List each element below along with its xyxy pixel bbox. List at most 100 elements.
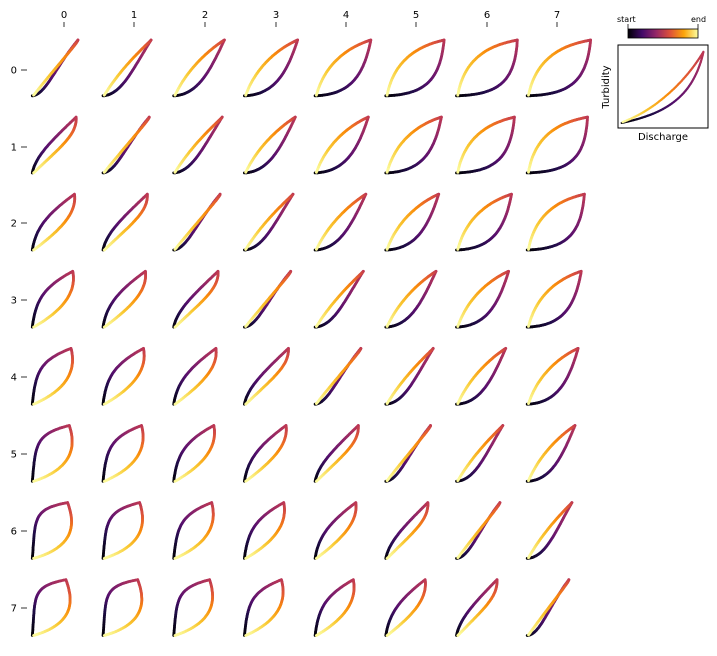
hysteresis-loop-segment	[314, 90, 319, 97]
hysteresis-loop-segment	[244, 632, 250, 637]
hysteresis-loop-segment	[32, 169, 37, 175]
hysteresis-loop-segment	[314, 245, 320, 251]
hysteresis-loop-segment	[456, 399, 461, 406]
loop-panel-r6-c7	[525, 501, 574, 560]
loop-panel-r2-c2	[172, 192, 222, 252]
loop-panel-r5-c5	[384, 424, 432, 483]
hysteresis-loop-segment	[385, 555, 391, 560]
loop-panel-r1-c1	[101, 115, 151, 175]
loop-panel-r7-c4	[313, 578, 356, 637]
loop-panel-r4-c5	[384, 346, 435, 406]
loop-panel-r6-c4	[313, 501, 358, 560]
loop-panel-r7-c2	[172, 578, 215, 637]
hysteresis-loop-segment	[456, 244, 461, 251]
loop-panel-r0-c6	[455, 38, 519, 98]
hysteresis-loop-segment	[244, 91, 249, 97]
loop-panel-r0-c2	[172, 38, 226, 98]
column-tick-label: 2	[202, 10, 208, 21]
hysteresis-loop-segment	[173, 401, 179, 406]
hysteresis-loop-segment	[244, 245, 249, 251]
loop-panel-r6-c0	[30, 501, 73, 560]
hysteresis-loop-segment	[102, 401, 109, 406]
column-tick-axis: 0 1 2 3 4 5 6 7	[61, 10, 560, 27]
loop-panel-r3-c6	[455, 269, 511, 329]
hysteresis-loop-segment	[244, 400, 250, 406]
hysteresis-loop-segment	[173, 91, 178, 97]
hysteresis-loop-segment	[527, 322, 531, 328]
hysteresis-loop-segment	[385, 477, 391, 483]
hysteresis-loop-segment	[314, 632, 321, 637]
loop-panel-r5-c3	[242, 424, 288, 483]
loop-panel-r3-c5	[384, 269, 438, 329]
loop-panel-r7-c5	[384, 578, 427, 637]
column-tick-label: 5	[413, 10, 419, 21]
row-tick-label: 7	[11, 604, 17, 615]
loop-panel-r5-c1	[101, 424, 145, 483]
hysteresis-loop-segment	[314, 400, 320, 406]
loop-panel-r0-c7	[525, 38, 592, 98]
hysteresis-loop-segment	[385, 167, 390, 174]
hysteresis-loop-segment	[385, 245, 390, 251]
hysteresis-loop-segment	[527, 244, 531, 251]
hysteresis-loop-segment	[102, 478, 109, 483]
hysteresis-loop-segment	[456, 476, 461, 483]
hysteresis-loop-segment	[244, 555, 250, 560]
row-tick-label: 3	[11, 296, 17, 307]
column-tick-label: 6	[484, 10, 490, 21]
loop-panel-r4-c7	[525, 346, 580, 406]
loop-panel-r3-c2	[172, 269, 220, 329]
hysteresis-loop-segment	[385, 322, 390, 328]
hysteresis-loop-segment	[32, 324, 38, 329]
hysteresis-loop-segment	[385, 90, 390, 97]
loop-panel-r2-c5	[384, 192, 441, 252]
hysteresis-loop-segment	[173, 633, 180, 637]
hysteresis-loop-segment	[314, 555, 321, 560]
column-tick-label: 0	[61, 10, 67, 21]
hysteresis-loop-segment	[173, 555, 180, 560]
loop-panel-r1-c3	[242, 115, 297, 175]
loop-panel-r3-c4	[313, 269, 365, 329]
hysteresis-loop-segment	[314, 322, 320, 328]
column-tick-label: 4	[343, 10, 349, 21]
loop-panel-r5-c4	[313, 424, 360, 483]
hysteresis-loop-segment	[527, 90, 531, 97]
loop-panel-r2-c4	[313, 192, 368, 252]
loop-panel-r6-c5	[384, 501, 430, 560]
hysteresis-loop-segment	[244, 478, 250, 483]
loop-panel-r6-c6	[455, 501, 502, 560]
column-tick-label: 1	[131, 10, 137, 21]
hysteresis-loop-segment	[527, 167, 531, 174]
loop-panel-r0-c5	[384, 38, 446, 98]
hysteresis-loop-segment	[32, 91, 37, 97]
hysteresis-loop-segment	[314, 478, 320, 483]
loop-panel-r1-c2	[172, 115, 224, 175]
loop-panel-r3-c3	[242, 269, 293, 329]
hysteresis-loop-segment	[456, 322, 461, 328]
loop-panel-r5-c6	[455, 424, 505, 483]
hysteresis-loop-segment	[173, 478, 179, 483]
loop-panel-r7-c3	[242, 578, 285, 637]
loop-panel-r4-c4	[313, 346, 363, 406]
loop-panel-r2-c1	[101, 192, 149, 252]
hysteresis-loop-segment	[102, 633, 109, 637]
loop-panel-r6-c3	[242, 501, 286, 560]
hysteresis-loop-segment	[173, 245, 179, 251]
loop-panel-r0-c3	[242, 38, 300, 98]
hysteresis-loop-segment	[244, 323, 249, 328]
loop-panel-r4-c0	[30, 346, 74, 406]
hysteresis-loop-segment	[102, 91, 108, 97]
loop-panel-r4-c1	[101, 346, 146, 406]
loop-panel-r0-c1	[101, 38, 153, 98]
row-tick-label: 1	[11, 143, 17, 154]
loop-panel-r2-c6	[455, 192, 513, 252]
hysteresis-loop-segment	[456, 167, 460, 174]
hysteresis-loop-segment	[456, 90, 460, 97]
loop-panel-r3-c0	[30, 269, 75, 329]
column-tick-label: 3	[273, 10, 279, 21]
hysteresis-loop-segment	[102, 555, 109, 560]
hysteresis-loop-segment	[32, 556, 39, 560]
loop-panel-r2-c3	[242, 192, 295, 252]
hysteresis-loop-segment	[173, 168, 178, 174]
loop-panel-r6-c1	[101, 501, 144, 560]
hysteresis-loop-segment	[32, 633, 39, 637]
